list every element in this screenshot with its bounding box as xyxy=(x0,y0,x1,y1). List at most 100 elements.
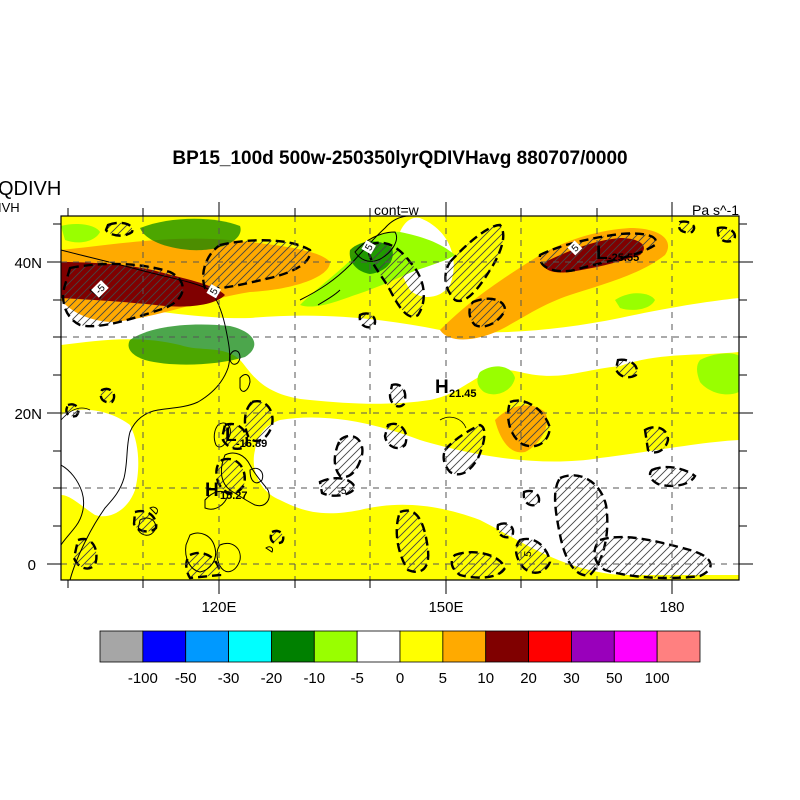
contour-label: 5 xyxy=(523,550,535,558)
lon-label-150e: 150E xyxy=(428,599,463,616)
hatch-region xyxy=(388,383,407,408)
hatch-region xyxy=(506,399,552,448)
contour-label: 5 xyxy=(363,242,376,253)
colorbar-swatch xyxy=(399,630,444,663)
high-marker-value: 21.45 xyxy=(449,388,477,400)
center-label: cont=w xyxy=(374,202,419,218)
hatch-region xyxy=(383,422,408,450)
colorbar-label: 10 xyxy=(477,670,495,687)
colorbar-label: -20 xyxy=(260,670,283,687)
hatch-region xyxy=(614,358,639,379)
coastlines xyxy=(61,216,411,580)
field-region-lightgreen xyxy=(615,293,655,310)
colorbar-swatch xyxy=(613,630,658,663)
shaded-field xyxy=(61,216,739,580)
contour-label: -5 xyxy=(338,486,347,497)
hatch-region xyxy=(104,221,134,237)
positive-contours xyxy=(61,407,467,429)
hatch-region xyxy=(318,476,357,497)
hatch-region xyxy=(99,387,116,404)
lat-label-20n: 20N xyxy=(14,406,42,423)
left-label-bottom: IVH xyxy=(0,200,20,215)
colorbar-swatch xyxy=(356,630,401,663)
colorbar-swatch xyxy=(228,630,272,663)
colorbar-swatch xyxy=(485,630,529,663)
low-marker-letter: L xyxy=(596,243,608,264)
high-marker-value: 15.27 xyxy=(220,490,248,502)
colorbar-swatch xyxy=(528,630,572,663)
hatch-region xyxy=(333,434,364,479)
field-region-white xyxy=(253,417,739,575)
colorbar-label: 100 xyxy=(644,670,670,687)
low-marker-letter: L xyxy=(225,425,237,446)
colorbar-label: 20 xyxy=(520,670,537,687)
hatch-region xyxy=(716,226,737,243)
colorbar xyxy=(99,630,701,663)
field-region-white xyxy=(61,298,739,404)
field-region-lightgreen xyxy=(477,366,515,395)
hatch-region xyxy=(243,400,274,443)
high-marker-letter: H xyxy=(205,480,219,501)
lat-label-40n: 40N xyxy=(14,255,42,272)
hatch-region xyxy=(132,509,158,533)
hatch-region xyxy=(522,489,541,507)
hatch-region xyxy=(358,312,377,329)
contour-labels: -5 5 5 5 -5 5 xyxy=(91,240,583,558)
hatch-region xyxy=(201,239,312,290)
low-marker-value: -25.55 xyxy=(608,252,639,264)
field-region-lightgreen xyxy=(61,224,100,243)
units-label: Pa s^-1 xyxy=(692,202,740,218)
low-marker-value: -16.89 xyxy=(236,438,267,450)
colorbar-label: -100 xyxy=(127,670,158,687)
hatched-regions xyxy=(61,220,737,580)
colorbar-label: 0 xyxy=(395,670,405,687)
colorbar-label: -10 xyxy=(303,670,326,687)
lon-label-120e: 120E xyxy=(201,599,236,616)
high-marker-letter: H xyxy=(435,377,449,398)
hatch-region xyxy=(367,241,426,318)
colorbar-swatch xyxy=(185,630,229,663)
colorbar-swatch xyxy=(442,630,487,663)
hatch-region xyxy=(643,426,670,454)
hatch-region xyxy=(648,465,697,488)
hatch-region xyxy=(269,529,285,545)
hatch-region xyxy=(677,220,696,234)
field-region-lightgreen xyxy=(697,353,739,395)
colorbar-label: -50 xyxy=(174,670,197,687)
colorbar-label: 50 xyxy=(605,670,623,687)
lon-label-180: 180 xyxy=(659,599,684,616)
hatch-region xyxy=(72,537,98,570)
lat-label-0: 0 xyxy=(28,557,36,574)
hatch-region xyxy=(395,509,430,573)
colorbar-label: -5 xyxy=(350,670,364,687)
colorbar-label: -30 xyxy=(217,670,240,687)
hatch-region xyxy=(61,262,184,328)
colorbar-swatch xyxy=(571,630,615,663)
hatch-region xyxy=(220,422,249,450)
extrema-markers: H 21.45 H 15.27 L -16.89 L -25.55 xyxy=(205,243,639,502)
hatch-region xyxy=(215,457,246,495)
field-region-green xyxy=(140,218,241,251)
hatch-region xyxy=(185,551,222,580)
colorbar-label: 30 xyxy=(563,670,580,687)
plot-frame xyxy=(60,215,740,581)
hatch-region xyxy=(442,423,486,476)
axis-ticks xyxy=(47,202,753,594)
contour-label: 5 xyxy=(208,286,221,297)
hatch-region xyxy=(593,535,712,580)
hatch-region xyxy=(496,522,515,539)
colorbar-swatch xyxy=(656,630,701,663)
axis-labels: 40N 20N 0 120E 150E 180 xyxy=(14,255,684,616)
colorbar-label: 5 xyxy=(438,670,448,687)
gridlines xyxy=(61,216,739,580)
left-label-top: QDIVH xyxy=(0,178,62,200)
colorbar-swatch xyxy=(142,630,187,663)
colorbar-swatch xyxy=(271,630,315,663)
colorbar-swatch xyxy=(313,630,358,663)
colorbar-swatch xyxy=(99,630,144,663)
hatch-region xyxy=(468,297,507,328)
hatch-region xyxy=(450,551,507,579)
field-region-green xyxy=(128,324,255,365)
hatch-region xyxy=(444,223,505,303)
